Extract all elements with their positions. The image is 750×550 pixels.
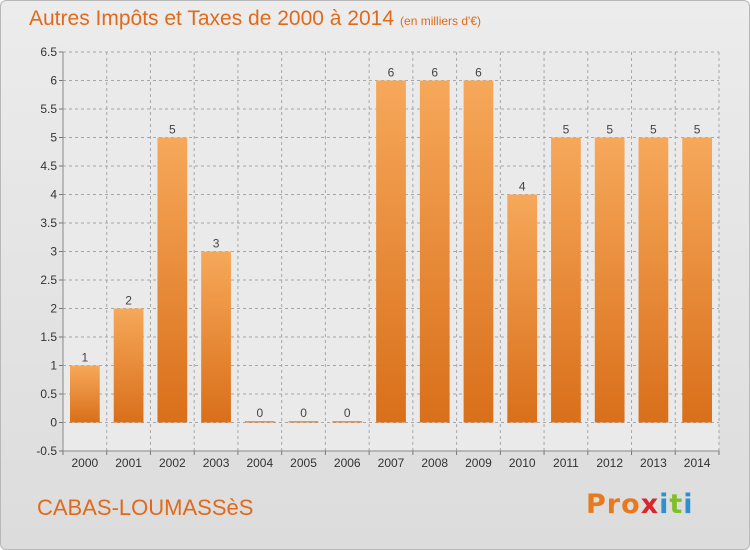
- x-tick-label: 2009: [465, 456, 492, 470]
- data-label: 5: [606, 123, 613, 137]
- bar: [332, 421, 363, 423]
- data-label: 0: [256, 406, 263, 420]
- bar: [244, 421, 275, 423]
- bar: [463, 80, 494, 423]
- logo-letter: r: [606, 489, 622, 520]
- y-tick-label: 3: [50, 245, 57, 259]
- y-tick-label: 6: [50, 74, 57, 88]
- y-tick-label: 1: [50, 359, 57, 373]
- y-tick-label: 5: [50, 131, 57, 145]
- data-label: 5: [563, 123, 570, 137]
- x-tick-label: 2002: [159, 456, 186, 470]
- data-label: 1: [82, 351, 89, 365]
- y-tick-label: 3.5: [40, 216, 57, 230]
- data-label: 4: [519, 180, 526, 194]
- x-tick-label: 2001: [115, 456, 142, 470]
- x-tick-label: 2007: [378, 456, 405, 470]
- y-tick-label: -0.5: [36, 444, 57, 458]
- logo-letter: t: [669, 489, 684, 520]
- bar: [638, 137, 669, 423]
- data-label: 5: [650, 123, 657, 137]
- y-tick-label: 2.5: [40, 273, 57, 287]
- bar: [507, 194, 538, 423]
- data-label: 0: [300, 406, 307, 420]
- bar: [69, 365, 100, 423]
- x-tick-label: 2014: [684, 456, 711, 470]
- y-tick-label: 6.5: [40, 45, 57, 59]
- y-tick-label: 1.5: [40, 330, 57, 344]
- y-tick-label: 0.5: [40, 387, 57, 401]
- data-label: 6: [388, 66, 395, 80]
- data-label: 6: [431, 66, 438, 80]
- y-tick-label: 2: [50, 302, 57, 316]
- x-tick-label: 2006: [334, 456, 361, 470]
- bar: [376, 80, 406, 423]
- proxiti-logo: Proxiti: [586, 489, 694, 520]
- data-label: 6: [475, 66, 482, 80]
- bar: [157, 137, 188, 423]
- data-label: 0: [344, 406, 351, 420]
- data-label: 2: [125, 294, 132, 308]
- x-tick-label: 2003: [203, 456, 230, 470]
- y-tick-label: 4.5: [40, 159, 57, 173]
- bar: [288, 421, 319, 423]
- logo-letter: i: [659, 489, 670, 520]
- bar: [682, 137, 713, 423]
- logo-letter: P: [586, 489, 607, 520]
- y-tick-label: 4: [50, 188, 57, 202]
- x-tick-label: 2000: [72, 456, 99, 470]
- bar: [551, 137, 581, 423]
- x-tick-label: 2005: [290, 456, 317, 470]
- x-tick-label: 2012: [596, 456, 623, 470]
- logo-letter: x: [640, 489, 660, 520]
- bar: [201, 251, 231, 423]
- x-tick-label: 2008: [421, 456, 448, 470]
- x-tick-label: 2010: [509, 456, 536, 470]
- data-label: 5: [694, 123, 701, 137]
- data-label: 5: [169, 123, 176, 137]
- bar: [594, 137, 625, 423]
- chart-unit: (en milliers d'€): [400, 14, 482, 28]
- bar: [113, 308, 144, 423]
- data-label: 3: [213, 237, 220, 251]
- chart-title-text: Autres Impôts et Taxes de 2000 à 2014: [29, 7, 395, 30]
- place-name: CABAS-LOUMASSèS: [37, 495, 254, 520]
- x-tick-label: 2004: [246, 456, 273, 470]
- logo-letter: o: [621, 489, 641, 520]
- y-tick-label: 0: [50, 416, 57, 430]
- y-tick-label: 5.5: [40, 102, 57, 116]
- chart-title: Autres Impôts et Taxes de 2000 à 2014 (en…: [29, 7, 481, 31]
- x-tick-label: 2013: [640, 456, 667, 470]
- logo-letter: i: [683, 489, 694, 520]
- x-tick-label: 2011: [553, 456, 579, 470]
- bar: [419, 80, 450, 423]
